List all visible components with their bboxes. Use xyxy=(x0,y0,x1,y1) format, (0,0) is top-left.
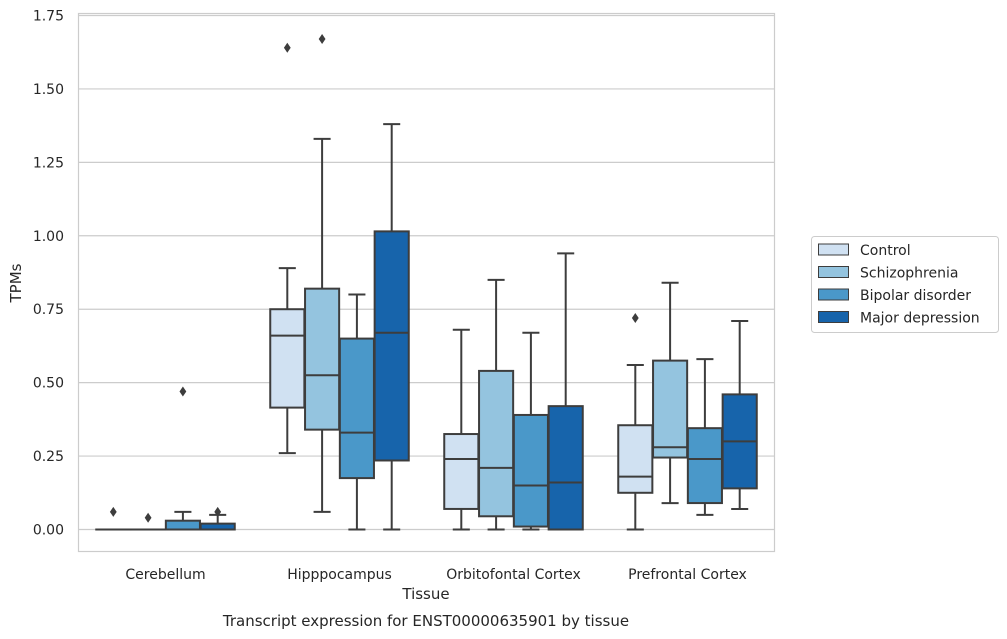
x-tick-label: Prefrontal Cortex xyxy=(628,567,747,583)
y-tick-labels: 0.00 0.25 0.50 0.75 1.00 1.25 1.50 1.75 xyxy=(33,9,64,539)
box-4-2 xyxy=(373,123,410,531)
box-iqr xyxy=(547,405,584,531)
legend-label: Bipolar disorder xyxy=(860,288,971,304)
box-iqr xyxy=(269,308,306,409)
box-iqr xyxy=(338,337,375,480)
box-4-4 xyxy=(721,319,758,510)
outlier-point xyxy=(109,506,117,517)
y-tick-label: 1.25 xyxy=(33,155,64,171)
x-axis-label: Tissue xyxy=(401,585,449,603)
x-tick-label: Cerebellum xyxy=(125,567,205,583)
box-1-1 xyxy=(95,506,132,531)
legend-swatch xyxy=(818,288,849,301)
legend-swatch xyxy=(818,311,849,323)
legend-label: Control xyxy=(860,243,911,259)
box-3-1 xyxy=(164,386,201,531)
box-iqr xyxy=(512,413,549,528)
outlier-point xyxy=(631,313,639,324)
outlier-point xyxy=(214,506,222,517)
y-tick-label: 0.75 xyxy=(33,302,64,318)
box-iqr xyxy=(617,424,654,494)
legend: Control Schizophrenia Bipolar disorder Majo… xyxy=(811,236,999,333)
x-tick-label: Hipppocampus xyxy=(287,567,392,583)
box-1-2 xyxy=(269,42,306,455)
box-iqr xyxy=(373,230,410,462)
y-axis-label: TPMs xyxy=(7,263,25,303)
legend-label: Major depression xyxy=(860,311,980,327)
outlier-point xyxy=(179,386,187,397)
box-1-4 xyxy=(617,313,654,531)
y-tick-label: 1.50 xyxy=(33,82,64,98)
box-iqr xyxy=(443,433,480,510)
legend-swatch xyxy=(818,266,849,278)
box-iqr xyxy=(686,427,723,505)
outlier-point xyxy=(318,33,326,44)
box-1-3 xyxy=(443,328,480,531)
box-iqr xyxy=(478,369,515,518)
legend-swatch xyxy=(818,243,849,256)
box-3-3 xyxy=(512,331,549,531)
y-tick-label: 0.25 xyxy=(33,449,64,465)
gridlines xyxy=(78,14,775,531)
legend-label: Schizophrenia xyxy=(860,266,958,282)
figure-caption: Transcript expression for ENST0000063590… xyxy=(222,612,629,630)
box-2-3 xyxy=(478,278,515,531)
box-iqr xyxy=(164,519,201,531)
box-2-4 xyxy=(652,281,689,505)
box-3-2 xyxy=(338,293,375,531)
x-tick-labels: Cerebellum Hipppocampus Orbitofontal Corte… xyxy=(125,567,746,583)
y-tick-label: 0.00 xyxy=(33,523,64,539)
outlier-point xyxy=(144,512,152,523)
y-tick-label: 1.75 xyxy=(33,9,64,25)
y-tick-label: 0.50 xyxy=(33,376,64,392)
y-tick-label: 1.00 xyxy=(33,229,64,245)
box-4-1 xyxy=(199,506,236,531)
box-iqr xyxy=(652,359,689,459)
x-tick-label: Orbitofontal Cortex xyxy=(446,567,581,583)
plot-frame xyxy=(77,12,776,553)
box-2-2 xyxy=(304,33,341,513)
box-iqr xyxy=(304,287,341,431)
box-4-3 xyxy=(547,252,584,531)
outlier-point xyxy=(283,42,291,53)
legend-frame xyxy=(811,236,999,333)
box-2-1 xyxy=(130,512,167,531)
boxes xyxy=(95,33,758,531)
